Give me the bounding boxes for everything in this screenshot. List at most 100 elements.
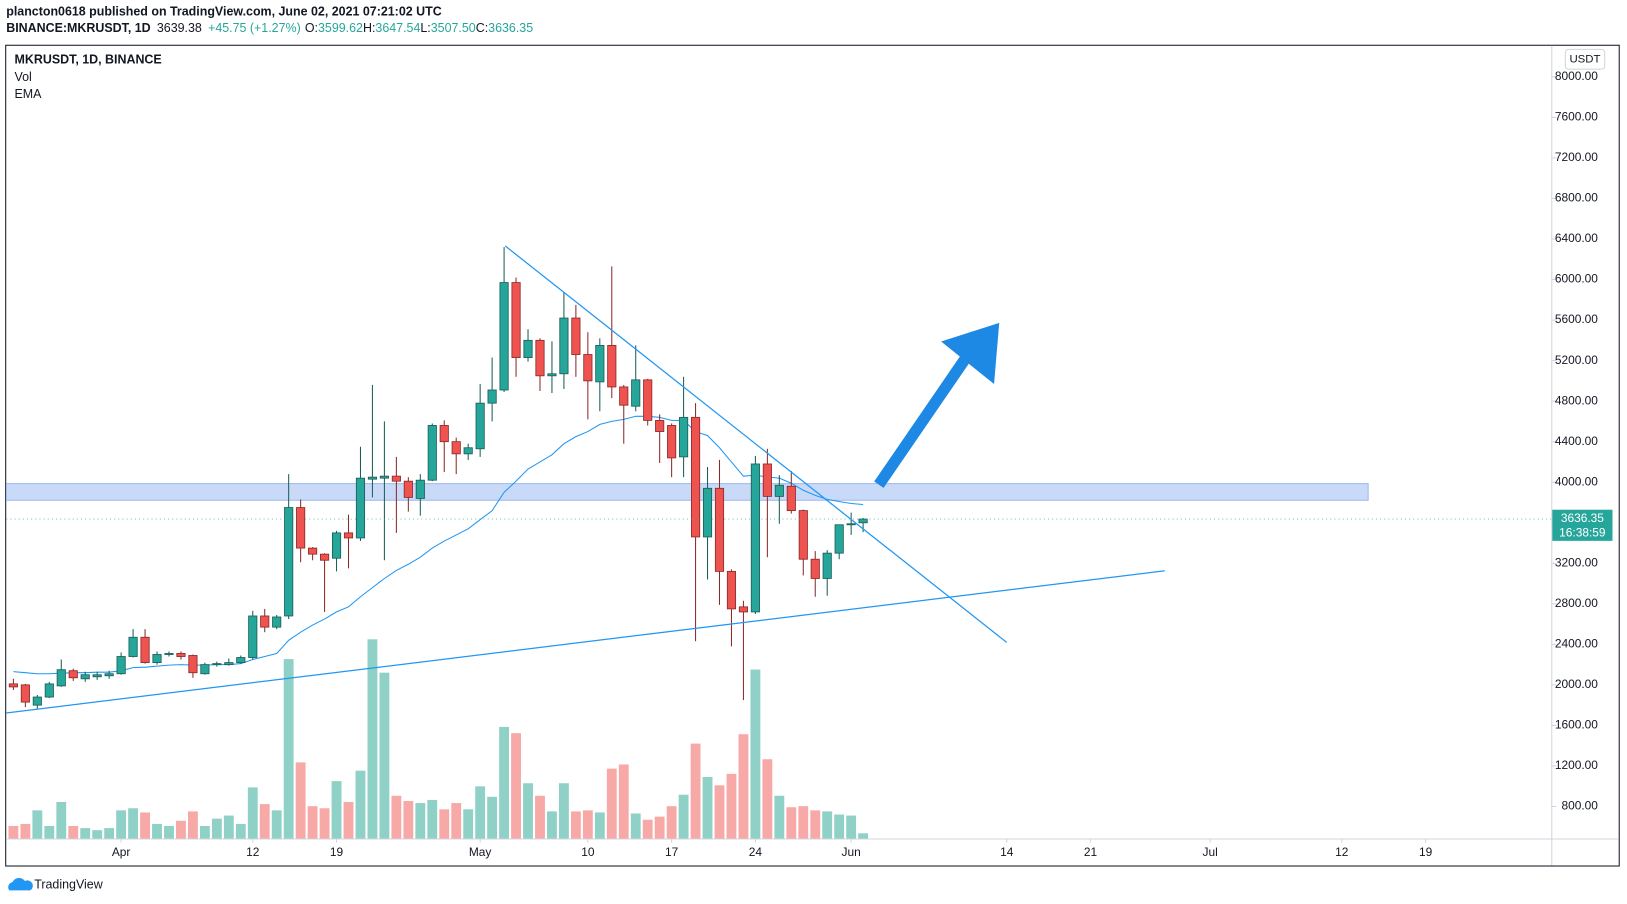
volume-bar [846,815,857,839]
candle-body [44,683,54,698]
last-price-label: 3636.35 [1561,511,1604,525]
volume-bar [547,811,557,839]
indicator: Vol [15,70,32,84]
candle-body [487,389,497,404]
candle-body [152,654,162,664]
candle-body [499,282,509,391]
candle-body [308,547,318,555]
volume-bar [104,828,115,839]
ema-line [13,415,864,675]
y-tick-label: 5200.00 [1555,353,1598,367]
volume-bar [283,659,294,839]
candle-body [762,463,772,497]
candle-body [451,441,461,455]
volume-bar [786,807,797,839]
candle-body [68,670,78,679]
symbol-line: BINANCE:MKRUSDT, 1D 3639.38 +45.75 (+1.27%… [6,21,533,35]
volume-bar [726,773,737,839]
volume-bar [427,799,438,839]
y-tick-label: 7600.00 [1555,110,1598,124]
volume-bar [307,806,318,839]
candle-body [272,616,282,628]
volume-bar [558,783,569,839]
candle-body [631,379,641,407]
x-tick-label: Apr [112,845,131,859]
countdown-label: 16:38:59 [1559,526,1606,540]
candle-body [200,664,210,675]
candle-body [343,532,354,539]
volume-bar [92,830,103,839]
candle-body [475,402,485,450]
frame [5,44,1620,867]
unit-box [1564,48,1606,70]
x-tick-label: 10 [581,845,595,859]
ohlc-value: 3647.54 [375,21,420,35]
candle-body [92,674,102,678]
volume-bar [331,781,342,839]
candle-body [355,477,366,539]
x-tick-label: Jun [842,845,861,859]
volume-bar [415,803,426,839]
candle-body [379,475,389,479]
trendline [504,245,1008,643]
volume-bar [678,794,689,839]
logo [8,878,33,891]
x-tick-label: 24 [749,845,763,859]
zone [6,483,1369,501]
arrow-shaft [874,355,970,488]
candle-body [80,674,90,680]
volume-bar [570,811,581,839]
volume-bar [8,825,19,839]
candle-body [523,339,533,358]
volume-bar [834,814,845,839]
candle-body [822,552,832,579]
volume-bar [606,768,617,839]
candle-body [583,354,593,382]
volume-bar [319,808,330,839]
candle-body [702,487,713,538]
volume-bar [223,815,234,839]
x-tick-label: 21 [1084,845,1098,859]
volume-bar [20,823,31,839]
candle-body [714,487,725,572]
volume-bar [379,672,390,839]
candle-body [176,653,186,657]
volume-bar [164,825,174,839]
volume-bar [642,819,653,839]
y-tick-label: 4400.00 [1555,434,1598,448]
volume-bar [152,823,162,839]
y-tick-label: 6000.00 [1555,272,1598,286]
volume-bar [511,733,521,839]
volume-bar [391,795,402,839]
last-price-box [1552,509,1613,541]
volume-bar [822,811,833,839]
x-tick-label: May [469,845,492,859]
x-tick-label: 14 [1000,845,1014,859]
candle-body [726,570,737,610]
candle-body [260,615,270,628]
indicator: EMA [15,87,43,101]
candle-body [164,653,174,655]
candle-body [212,663,222,666]
candle-body [116,656,126,675]
candle-body [619,386,629,406]
volume-bar [295,762,306,839]
ohlc-value: 3636.35 [488,21,533,35]
candle-body [104,673,114,677]
candle-body [798,510,808,560]
volume-bar [211,818,222,839]
y-tick-label: 2800.00 [1555,596,1598,610]
candle-body [858,518,868,524]
candle-body [463,447,473,455]
y-tick-label: 8000.00 [1555,69,1598,83]
candle-body [750,463,760,613]
ohlc-key: C: [476,21,488,35]
volume-bar [702,776,713,839]
volume-bar [666,806,677,839]
volume-bar [56,802,67,839]
volume-bar [654,816,665,839]
candle-body [391,475,401,482]
candle-body [643,379,653,421]
change: +45.75 (+1.27%) [208,21,301,35]
